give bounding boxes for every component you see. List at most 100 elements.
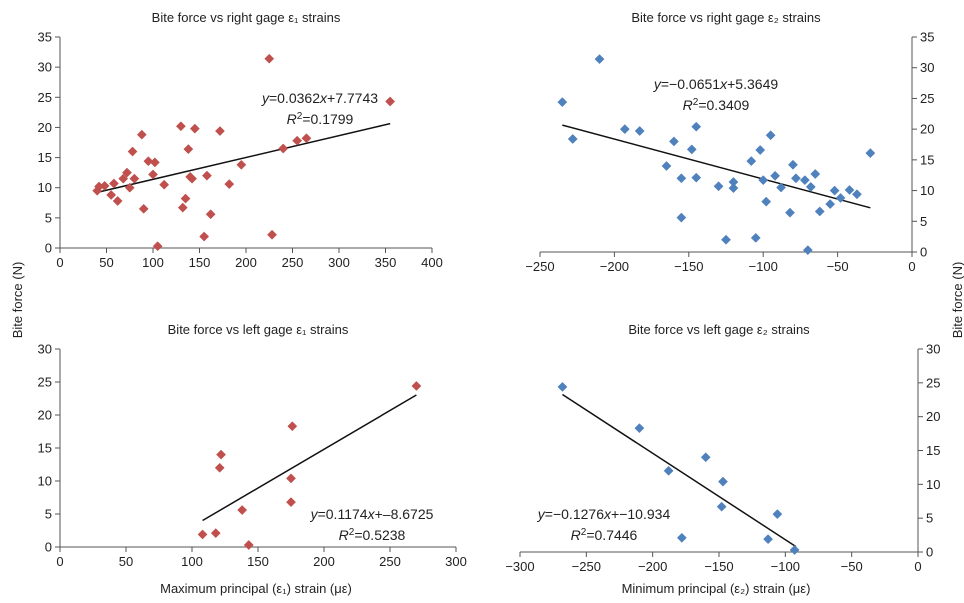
y-tick-label: 0 <box>45 540 52 555</box>
data-point <box>112 196 123 206</box>
data-point <box>785 207 795 218</box>
y-tick-label: 10 <box>38 180 52 195</box>
data-point <box>691 121 702 132</box>
data-point <box>619 124 630 135</box>
x-tick-label: 100 <box>142 255 164 270</box>
data-point <box>127 146 138 157</box>
data-point <box>159 179 170 190</box>
chart-title: Bite force vs left gage ε₁ strains <box>168 322 349 337</box>
x-tick-label: 0 <box>908 259 915 274</box>
data-point <box>634 126 645 136</box>
data-point <box>776 182 787 193</box>
y-tick-label: 5 <box>926 511 933 526</box>
data-point <box>205 209 216 220</box>
data-point <box>129 173 140 184</box>
data-point <box>676 212 687 223</box>
r-squared-label: R2=0.7446 <box>571 527 638 544</box>
data-point <box>122 167 132 178</box>
y-tick-label: 20 <box>38 120 52 135</box>
data-point <box>108 178 119 189</box>
data-point <box>825 199 836 210</box>
data-point <box>148 169 158 180</box>
x-tick-label: −50 <box>827 259 849 274</box>
data-point <box>810 169 821 179</box>
data-point <box>718 476 728 487</box>
data-point <box>814 206 825 217</box>
chart-right-gage-e1: Bite force vs right gage ε₁ strains 0 5 10 1… <box>38 10 443 270</box>
data-point <box>721 234 731 245</box>
data-point <box>663 465 674 476</box>
data-point <box>243 540 254 550</box>
regression-equation: y=0.0362x+7.7743 <box>261 90 378 106</box>
trendline <box>202 394 417 522</box>
x-axis-label-right: Minimum principal (ε₂) strain (με) <box>622 581 811 596</box>
data-point <box>385 96 396 107</box>
x-tick-label: 50 <box>119 554 133 569</box>
data-point <box>264 53 275 64</box>
trendline <box>562 393 797 548</box>
data-point <box>180 193 191 204</box>
y-tick-label: 35 <box>920 30 934 45</box>
x-tick-label: 0 <box>56 554 63 569</box>
y-tick-label: 0 <box>926 545 933 560</box>
y-tick-label: 0 <box>45 241 52 256</box>
data-point <box>236 159 247 170</box>
data-point <box>829 185 840 196</box>
data-point <box>214 462 225 473</box>
data-point <box>805 181 816 192</box>
trendline <box>562 124 871 209</box>
y-tick-label: 25 <box>926 375 940 390</box>
data-point <box>716 501 727 512</box>
x-tick-label: −250 <box>525 259 554 274</box>
data-point <box>557 381 568 392</box>
data-point <box>789 545 800 555</box>
data-point <box>686 144 697 155</box>
regression-equation: y=−0.0651x+5.3649 <box>653 76 779 92</box>
r-squared-label: R2=0.1799 <box>287 111 354 128</box>
y-tick-label: 30 <box>38 342 52 357</box>
data-point <box>755 145 766 155</box>
x-tick-label: −200 <box>638 559 667 574</box>
x-tick-label: 100 <box>181 554 203 569</box>
data-point <box>286 473 296 484</box>
data-point <box>835 192 846 203</box>
data-point <box>177 202 188 213</box>
data-point <box>557 97 568 108</box>
data-point <box>267 229 277 240</box>
x-tick-label: 400 <box>421 255 443 270</box>
chart-left-gage-e1: Bite force vs left gage ε₁ strains 0 5 10 15… <box>38 322 467 569</box>
regression-equation: y=−0.1276x+−10.934 <box>537 506 671 522</box>
data-point <box>676 532 687 543</box>
data-point <box>728 183 739 194</box>
y-axis-label-right: Bite force (N) <box>950 262 964 339</box>
data-point <box>770 170 781 181</box>
data-point <box>802 245 813 256</box>
y-tick-label: 15 <box>38 441 52 456</box>
chart-right-gage-e2: Bite force vs right gage ε₂ strains 0 5 10 1… <box>525 10 934 274</box>
x-tick-label: 0 <box>914 559 921 574</box>
data-point <box>224 179 235 190</box>
data-point <box>118 173 129 184</box>
x-tick-label: 200 <box>235 255 257 270</box>
y-tick-label: 10 <box>926 477 940 492</box>
data-point <box>567 134 578 144</box>
y-tick-label: 25 <box>38 375 52 390</box>
data-point <box>411 381 422 391</box>
data-point <box>189 123 200 134</box>
data-point <box>124 182 135 193</box>
data-point <box>187 173 198 184</box>
data-point <box>301 133 312 144</box>
y-tick-label: 5 <box>920 214 927 229</box>
data-point <box>292 135 303 146</box>
y-tick-label: 20 <box>920 122 934 137</box>
data-point <box>594 54 605 65</box>
data-point <box>143 156 154 167</box>
data-point <box>175 121 186 132</box>
data-point <box>215 126 225 136</box>
x-tick-label: −150 <box>674 259 703 274</box>
x-tick-label: 300 <box>445 554 467 569</box>
x-tick-label: 150 <box>189 255 211 270</box>
chart-title: Bite force vs right gage ε₁ strains <box>152 10 341 25</box>
y-tick-label: 15 <box>926 443 940 458</box>
data-point <box>199 231 210 242</box>
